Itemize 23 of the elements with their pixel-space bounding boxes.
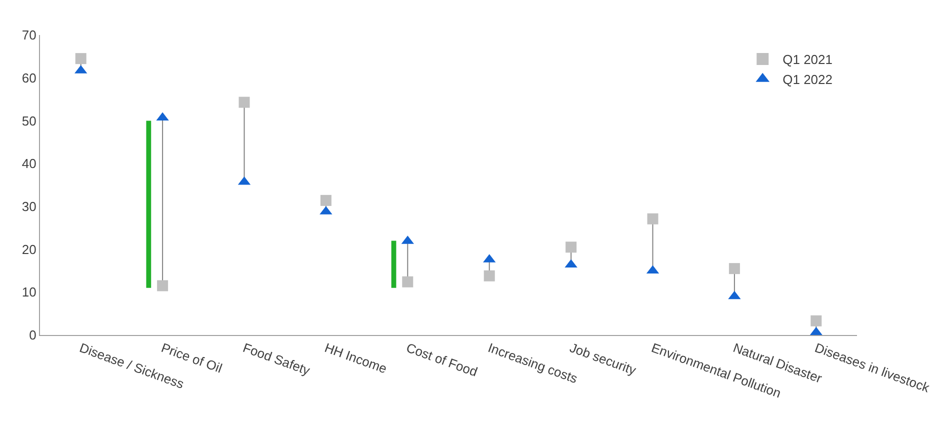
y-tick-label: 70 xyxy=(22,28,36,43)
legend-label: Q1 2022 xyxy=(782,72,832,87)
point xyxy=(728,263,740,274)
y-tick-label: 20 xyxy=(22,242,36,257)
point xyxy=(238,96,250,108)
point xyxy=(647,213,658,224)
point xyxy=(75,53,86,64)
point xyxy=(484,270,495,282)
point xyxy=(566,242,577,253)
point xyxy=(157,280,168,292)
y-tick-label: 0 xyxy=(29,328,36,343)
x-tick-label: HH Income xyxy=(322,340,389,376)
point xyxy=(402,276,414,288)
x-tick-label: Cost of Food xyxy=(404,340,480,380)
point xyxy=(320,194,332,206)
y-tick-label: 10 xyxy=(22,284,36,300)
y-tick-label: 30 xyxy=(22,198,36,214)
point xyxy=(810,315,822,326)
y-tick-label: 40 xyxy=(22,156,36,172)
y-tick-label: 50 xyxy=(22,113,36,128)
x-tick-label: Food Safety xyxy=(241,340,312,378)
legend-label: Q1 2021 xyxy=(782,52,832,68)
y-tick-label: 60 xyxy=(22,70,36,86)
